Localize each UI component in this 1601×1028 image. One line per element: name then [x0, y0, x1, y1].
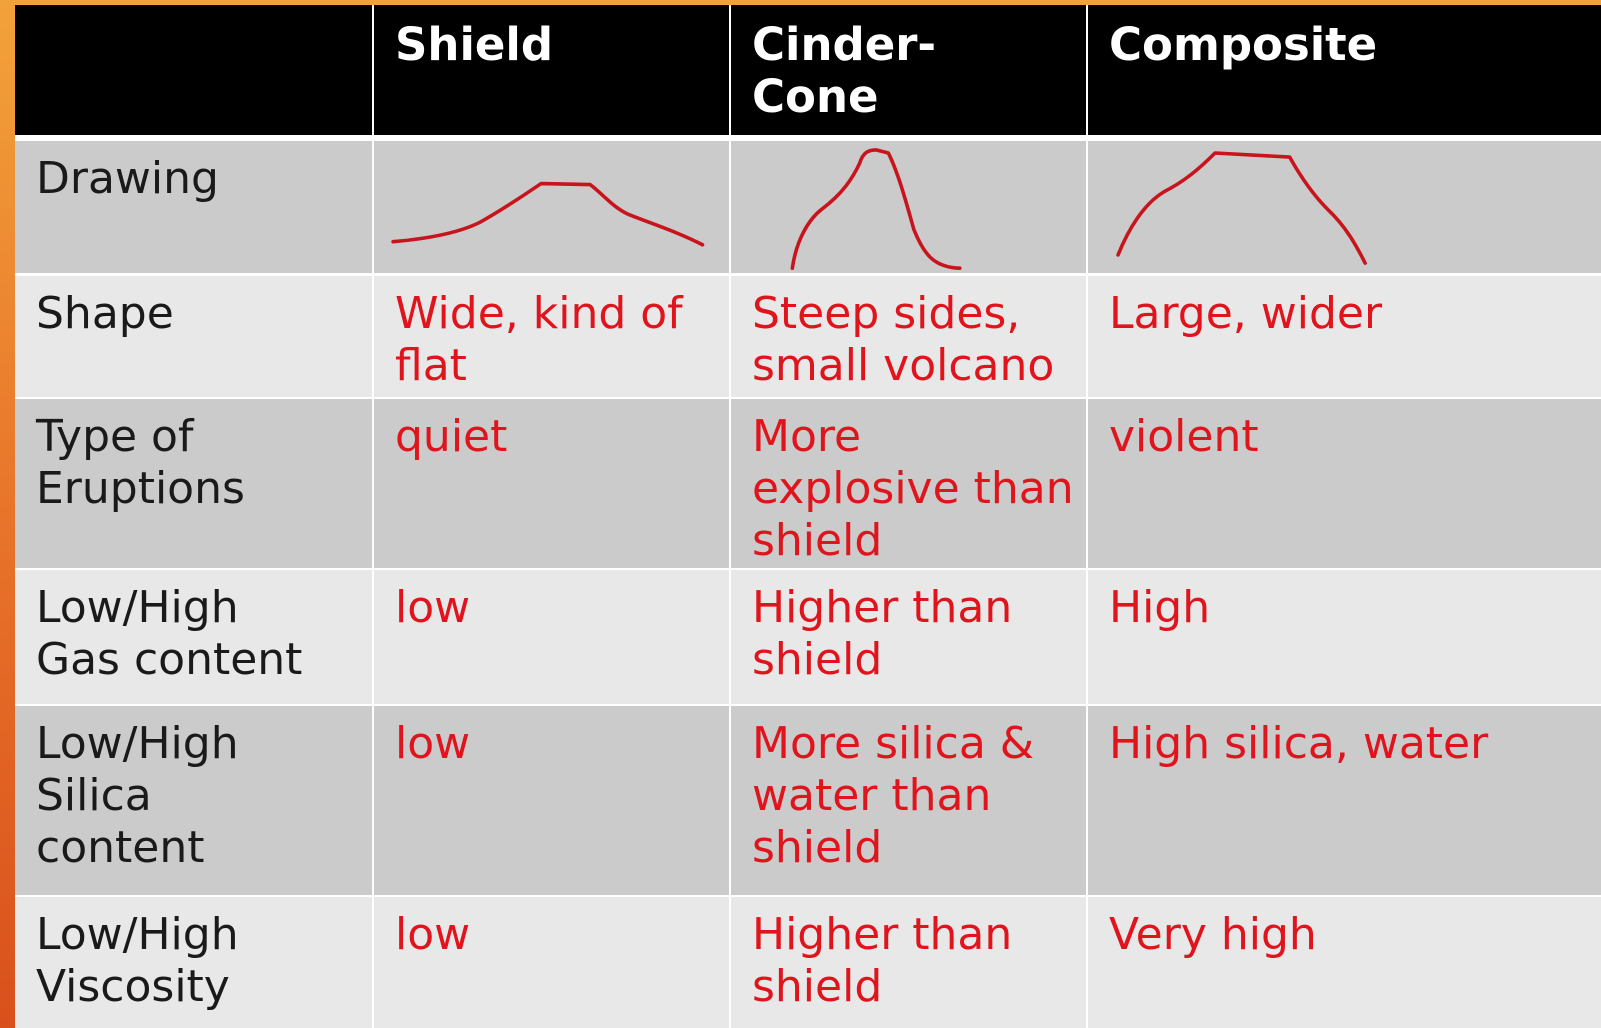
cell-text: Viscosity — [36, 961, 372, 1013]
cell-text: Shield — [395, 19, 729, 71]
cell-text: Wide, kind of — [395, 288, 729, 340]
value-cell: low — [374, 897, 729, 1028]
cell-text: low — [395, 718, 729, 770]
cell-text: More — [752, 411, 1086, 463]
cell-text: flat — [395, 340, 729, 392]
cell-text: Drawing — [36, 153, 372, 205]
cell-text: shield — [752, 634, 1086, 686]
header-cell: Shield — [374, 5, 729, 135]
cell-text: shield — [752, 515, 1086, 567]
cell-text: High — [1109, 582, 1601, 634]
cell-text: Low/High — [36, 718, 372, 770]
cell-text: low — [395, 909, 729, 961]
cell-text: Steep sides, — [752, 288, 1086, 340]
cell-text: explosive than — [752, 463, 1086, 515]
value-cell: low — [374, 706, 729, 895]
cell-text: Type of — [36, 411, 372, 463]
row-label: Shape — [15, 276, 372, 397]
cell-text: shield — [752, 961, 1086, 1013]
value-cell: Steep sides,small volcano — [731, 276, 1086, 397]
cell-text: Cinder- — [752, 19, 1086, 71]
cell-text: Shape — [36, 288, 372, 340]
page: {"table": { "header": [["Shield"], ["Cin… — [0, 0, 1601, 1028]
cell-text: Large, wider — [1109, 288, 1601, 340]
cell-text: Eruptions — [36, 463, 372, 515]
cell-text: low — [395, 582, 729, 634]
cell-text: Higher than — [752, 909, 1086, 961]
cell-text: Silica — [36, 770, 372, 822]
value-cell: violent — [1088, 399, 1601, 568]
value-cell: low — [374, 570, 729, 704]
cell-text: Gas content — [36, 634, 372, 686]
cell-text: Cone — [752, 71, 1086, 123]
cell-text: small volcano — [752, 340, 1086, 392]
header-cell — [15, 5, 372, 135]
value-cell: Very high — [1088, 897, 1601, 1028]
cell-text: High silica, water — [1109, 718, 1601, 770]
cell-text: Low/High — [36, 582, 372, 634]
value-cell: Large, wider — [1088, 276, 1601, 397]
cell-text: violent — [1109, 411, 1601, 463]
header-cell: Cinder-Cone — [731, 5, 1086, 135]
value-cell: High silica, water — [1088, 706, 1601, 895]
cell-text: Very high — [1109, 909, 1601, 961]
row-label: Drawing — [15, 141, 372, 273]
value-cell: quiet — [374, 399, 729, 568]
cell-text: Low/High — [36, 909, 372, 961]
cell-text: content — [36, 822, 372, 874]
cell-text: water than — [752, 770, 1086, 822]
value-cell: High — [1088, 570, 1601, 704]
cell-text: quiet — [395, 411, 729, 463]
value-cell — [1088, 141, 1601, 273]
header-cell: Composite — [1088, 5, 1601, 135]
cell-text: shield — [752, 822, 1086, 874]
value-cell — [731, 141, 1086, 273]
cell-text: More silica & — [752, 718, 1086, 770]
cell-text: Composite — [1109, 19, 1601, 71]
cell-text: Higher than — [752, 582, 1086, 634]
value-cell — [374, 141, 729, 273]
